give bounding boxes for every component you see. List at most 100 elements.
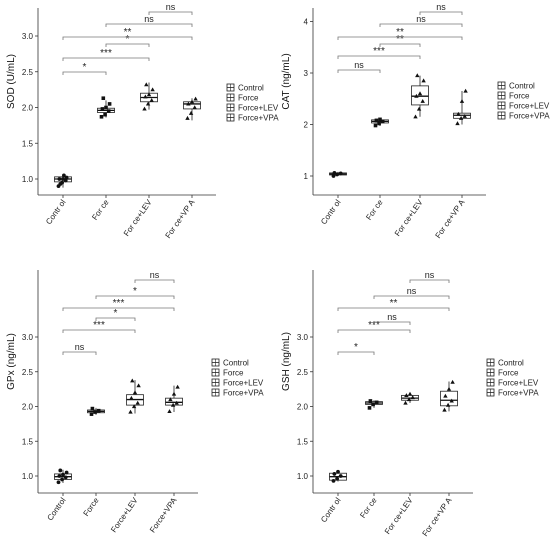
y-tick-label: 3.0 [22, 32, 34, 41]
legend-label: Force [498, 369, 519, 378]
significance-label: ns [144, 14, 154, 24]
data-point [186, 101, 191, 106]
data-point [99, 114, 104, 119]
chart-panel-4: 1.0 1.5 2.0 2.5 3.0 GSH (ng/mL) Contr ol For ce… [281, 270, 539, 538]
data-point [450, 379, 455, 384]
data-point [89, 412, 94, 416]
data-point [171, 391, 177, 396]
significance-label: ** [396, 34, 404, 45]
y-tick-label: 2.0 [297, 403, 309, 412]
data-point [403, 400, 408, 405]
data-point [61, 177, 65, 181]
significance-bracket [337, 55, 421, 59]
data-point [442, 407, 447, 412]
data-point [146, 92, 152, 97]
data-point [338, 474, 343, 478]
x-tick-label: For ce+VP A [420, 495, 454, 538]
significance-label: * [126, 34, 130, 45]
data-point [331, 174, 336, 178]
data-point [142, 106, 147, 111]
y-tick-label: 2.5 [297, 368, 309, 377]
data-point [100, 107, 105, 111]
legend-label: Force+VPA [509, 112, 550, 121]
significance-bracket [337, 36, 463, 40]
data-point [414, 93, 419, 98]
data-point [174, 400, 179, 405]
y-tick-label: 3 [304, 69, 309, 78]
significance-label: *** [100, 48, 112, 59]
box [165, 397, 183, 406]
significance-bracket [148, 11, 193, 15]
x-tick-label: For ce [358, 496, 379, 520]
data-point [410, 395, 415, 400]
significance-label: ** [124, 27, 132, 38]
significance-bracket [62, 36, 193, 40]
data-point [168, 397, 173, 402]
data-point [128, 409, 133, 414]
x-tick-label: Contr ol [319, 496, 343, 524]
significance-label: * [114, 308, 118, 319]
data-point [188, 110, 194, 115]
box [440, 390, 458, 407]
y-tick-label: 2.5 [22, 68, 34, 77]
significance-bracket [62, 71, 107, 75]
y-axis-label: SOD (U/mL) [6, 54, 17, 109]
data-point [90, 406, 95, 411]
data-point [406, 397, 412, 402]
legend-label: Force+LEV [498, 379, 539, 388]
data-point [416, 106, 422, 111]
legend-label: Control [509, 82, 535, 91]
y-tick-label: 1.0 [297, 472, 309, 481]
data-point [338, 171, 343, 176]
data-point [443, 393, 448, 398]
significance-bracket [379, 23, 463, 27]
y-axis-label: GPx (ng/mL) [6, 333, 17, 390]
significance-bracket [105, 43, 150, 47]
data-point [374, 400, 379, 405]
legend-label: Force+VPA [223, 389, 264, 398]
data-point [96, 408, 101, 413]
y-tick-label: 2.0 [22, 403, 34, 412]
significance-bracket [62, 307, 175, 311]
data-point [129, 395, 134, 400]
data-point [417, 91, 423, 96]
data-point [58, 468, 63, 473]
data-point [331, 478, 336, 483]
data-point [336, 469, 340, 474]
legend-label: Force+VPA [238, 114, 279, 123]
data-point [335, 476, 339, 481]
x-tick-label: Force+VPA [148, 495, 179, 534]
significance-label: *** [113, 298, 125, 309]
data-point [64, 175, 69, 180]
y-axis-label: GSH (ng/mL) [281, 332, 292, 391]
data-point [132, 390, 138, 395]
y-tick-label: 2.5 [22, 368, 34, 377]
y-tick-label: 1.0 [22, 472, 34, 481]
significance-label: ns [425, 270, 435, 280]
data-point [189, 99, 195, 104]
data-point [377, 121, 381, 126]
box [411, 85, 429, 106]
data-point [404, 393, 409, 397]
legend-label: Force+VPA [498, 389, 539, 398]
data-point [455, 121, 460, 126]
legend-label: Control [223, 359, 249, 368]
data-point [192, 105, 197, 110]
significance-label: *** [368, 320, 380, 331]
data-point [56, 480, 61, 485]
data-point [144, 82, 149, 87]
x-tick-label: For ce [364, 198, 385, 222]
x-tick-label: For ce+LEV [122, 197, 154, 237]
significance-bracket [373, 321, 411, 325]
data-point [449, 398, 454, 403]
significance-label: ns [354, 60, 364, 70]
data-point [420, 99, 425, 103]
y-tick-label: 1 [304, 172, 309, 181]
x-tick-label: Contr ol [44, 198, 68, 226]
significance-label: ** [390, 298, 398, 309]
data-point [378, 117, 382, 122]
data-point [149, 98, 154, 102]
data-point [456, 111, 461, 116]
significance-label: ns [387, 312, 397, 322]
